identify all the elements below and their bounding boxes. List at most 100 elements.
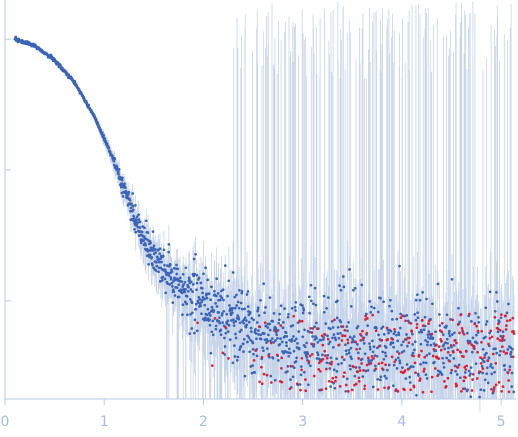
data-point: [303, 328, 306, 332]
negative-point: [435, 343, 438, 347]
data-point: [336, 299, 339, 303]
negative-point: [300, 368, 303, 372]
negative-point: [359, 339, 363, 342]
negative-point: [497, 322, 500, 326]
negative-point: [279, 324, 283, 327]
data-point: [103, 137, 107, 140]
data-point: [233, 344, 236, 347]
data-point: [328, 367, 332, 370]
data-point: [167, 243, 171, 246]
data-point: [458, 320, 462, 324]
data-point: [285, 344, 288, 348]
data-point: [433, 360, 436, 364]
data-point: [490, 372, 494, 376]
negative-point: [370, 355, 374, 358]
negative-point: [423, 367, 426, 371]
data-point: [224, 331, 228, 335]
data-point: [154, 251, 157, 254]
negative-point: [446, 376, 450, 380]
data-point: [147, 262, 150, 266]
negative-point: [260, 382, 264, 386]
data-point: [478, 395, 481, 399]
data-point: [219, 328, 223, 332]
data-point: [484, 323, 488, 326]
data-point: [404, 377, 408, 380]
data-point: [368, 300, 372, 303]
negative-point: [408, 336, 411, 340]
data-point: [356, 351, 360, 355]
data-point: [395, 317, 399, 321]
negative-point: [500, 389, 504, 393]
negative-point: [480, 329, 484, 333]
data-point: [230, 311, 234, 315]
data-point: [299, 365, 303, 368]
data-point: [436, 282, 440, 286]
data-point: [290, 340, 293, 343]
data-point: [235, 293, 238, 297]
data-point: [242, 337, 246, 341]
negative-point: [403, 338, 407, 341]
data-point: [294, 309, 297, 312]
data-point: [303, 345, 307, 349]
data-point: [401, 366, 404, 369]
data-point: [406, 344, 409, 348]
negative-point: [325, 356, 329, 360]
data-point: [201, 291, 204, 295]
data-point: [291, 375, 295, 379]
data-point: [238, 288, 241, 292]
data-point: [308, 330, 312, 334]
negative-point: [496, 337, 499, 340]
negative-point: [465, 350, 468, 353]
data-point: [273, 378, 277, 382]
negative-point: [334, 379, 337, 383]
x-tick-label: 4: [397, 414, 406, 430]
negative-point: [420, 349, 423, 353]
negative-point: [440, 330, 444, 334]
data-point: [485, 320, 489, 323]
negative-point: [346, 338, 350, 342]
data-point: [195, 281, 199, 285]
x-tick-label: 0: [1, 414, 10, 430]
data-point: [297, 347, 301, 350]
negative-point: [380, 361, 384, 365]
data-point: [146, 249, 150, 253]
negative-point: [354, 340, 357, 344]
data-point: [133, 227, 136, 231]
data-point: [395, 367, 399, 370]
negative-point: [327, 379, 331, 383]
negative-point: [403, 388, 406, 392]
data-point: [375, 354, 379, 358]
data-point: [400, 343, 403, 347]
negative-point: [512, 329, 515, 333]
negative-point: [381, 367, 384, 370]
negative-point: [265, 373, 269, 377]
negative-point: [472, 344, 475, 348]
data-point: [233, 306, 237, 310]
data-point: [333, 386, 337, 390]
data-point: [285, 335, 289, 338]
negative-point: [430, 375, 434, 379]
negative-point: [320, 334, 324, 338]
data-point: [218, 316, 221, 320]
data-point: [198, 297, 202, 301]
data-point: [484, 306, 488, 310]
data-point: [240, 290, 244, 293]
data-point: [322, 338, 325, 341]
negative-point: [324, 367, 328, 371]
data-point: [112, 159, 116, 163]
data-point: [442, 361, 445, 365]
data-point: [125, 191, 129, 194]
data-point: [123, 182, 126, 186]
data-point: [486, 381, 490, 385]
data-point: [137, 218, 141, 221]
data-point: [434, 349, 438, 352]
negative-point: [448, 359, 452, 363]
data-point: [452, 357, 456, 360]
negative-point: [263, 321, 267, 325]
data-point: [251, 364, 254, 367]
data-point: [208, 314, 212, 317]
data-point: [278, 312, 281, 316]
data-point: [279, 337, 282, 340]
data-point: [399, 312, 402, 316]
negative-point: [317, 368, 321, 371]
